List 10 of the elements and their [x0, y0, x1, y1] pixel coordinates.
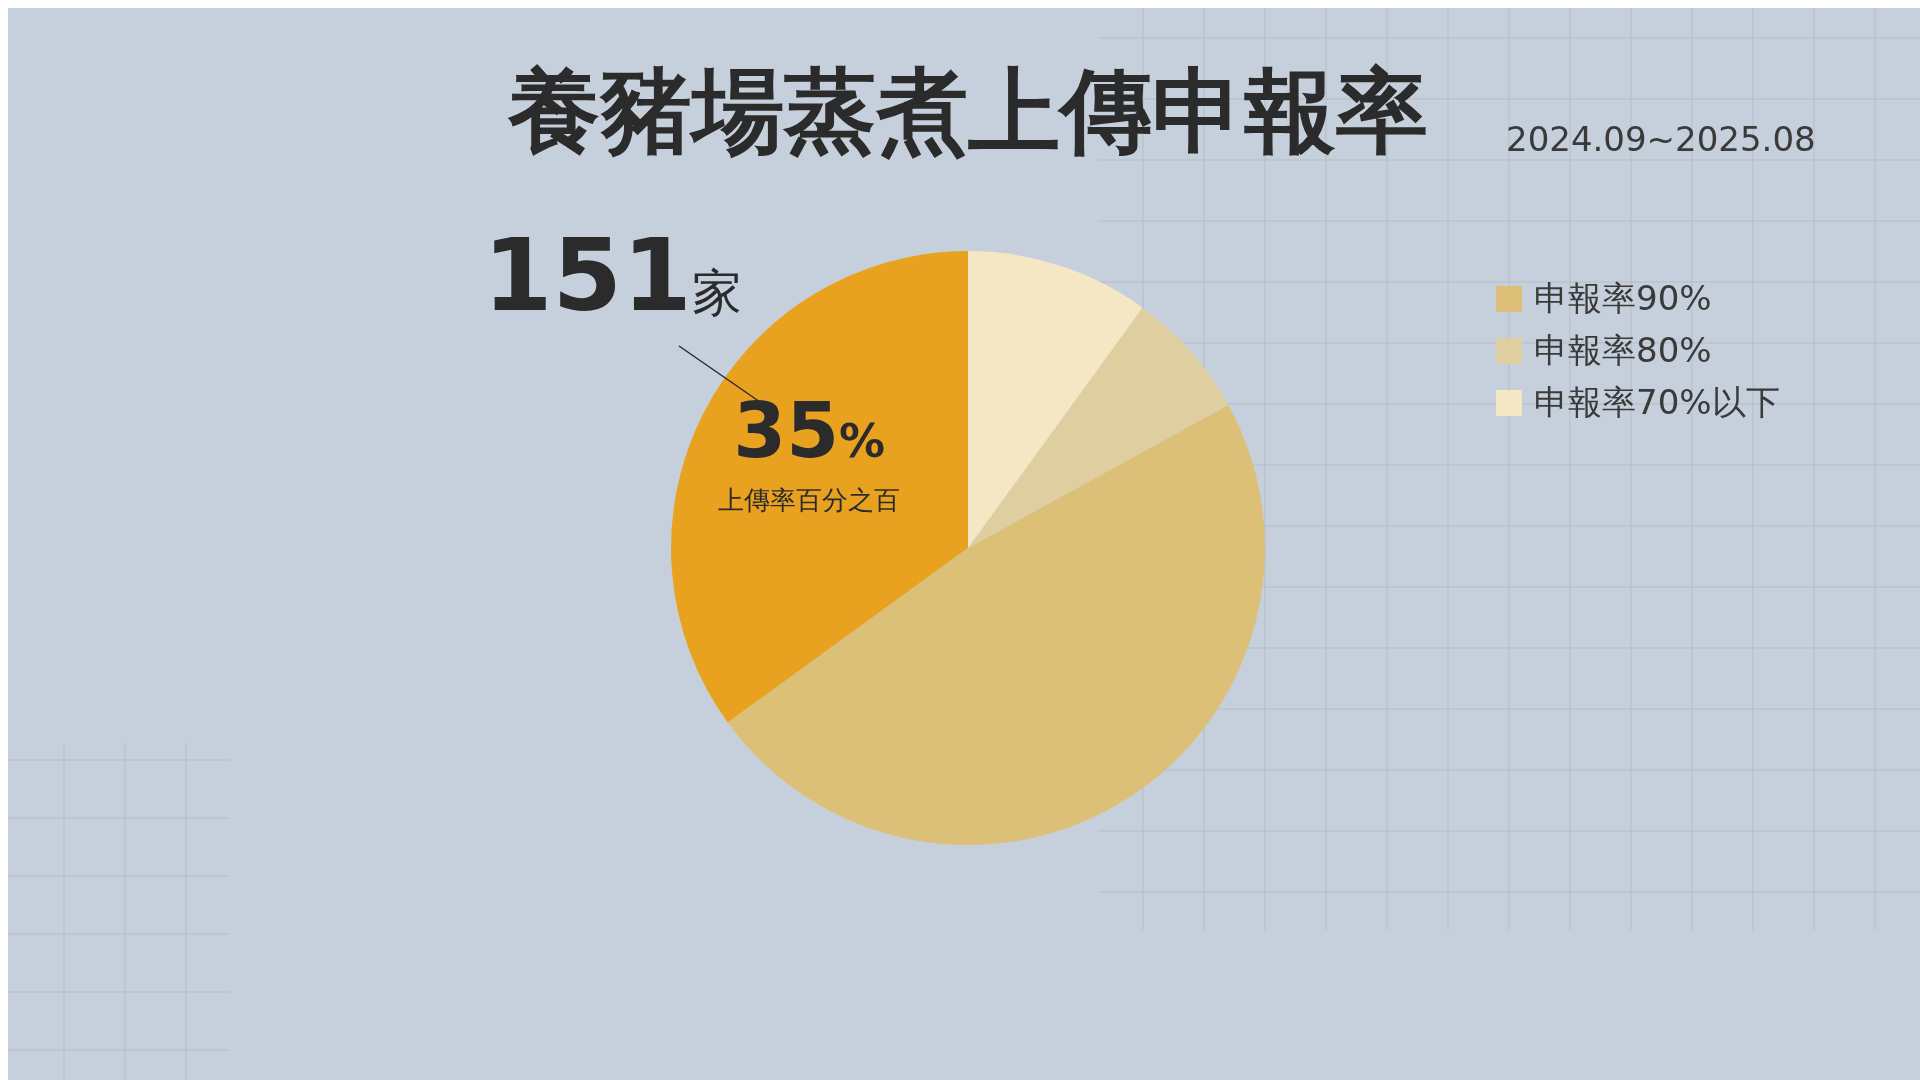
pie-slice: [968, 251, 1143, 548]
legend-label: 申報率80%: [1534, 330, 1712, 370]
slice-label: 上傳率百分之百: [718, 485, 901, 516]
data-label: 35%: [733, 386, 886, 476]
legend-label: 申報率70%以下: [1534, 382, 1780, 422]
chart-title: 養豬場蒸煮上傳申報率: [507, 58, 1428, 165]
chart-subtitle: 2024.09~2025.08: [1506, 119, 1816, 159]
legend-label: 申報率90%: [1534, 278, 1712, 318]
text: 151家: [483, 217, 742, 334]
pie-slice: [968, 307, 1229, 548]
